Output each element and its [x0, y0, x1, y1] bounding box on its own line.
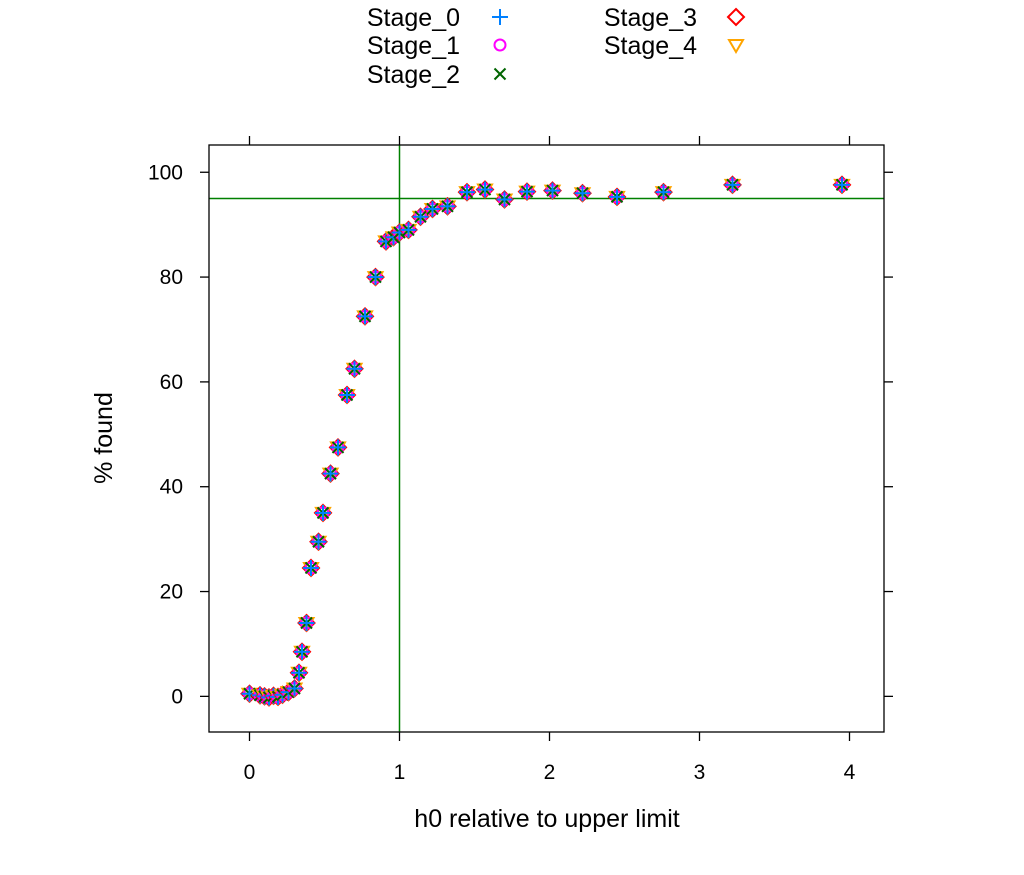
y-tick-label: 0	[171, 685, 183, 708]
data-point-stage-0	[412, 208, 429, 225]
data-point-stage-0	[574, 185, 591, 202]
legend-label-stage-4: Stage_4	[604, 32, 697, 60]
x-axis-label: h0 relative to upper limit	[414, 805, 679, 833]
data-point-stage-0	[834, 176, 850, 193]
legend-symbol	[492, 9, 508, 25]
reference-lines	[209, 145, 884, 732]
data-point-stage-0	[298, 614, 315, 631]
y-tick-label: 60	[160, 371, 183, 394]
legend-label-stage-3: Stage_3	[604, 4, 697, 32]
data-point-stage-0	[544, 182, 561, 199]
data-point-stage-0	[459, 184, 475, 201]
legend-label-stage-0: Stage_0	[367, 4, 460, 32]
data-point-stage-0	[286, 680, 303, 697]
legend-symbol	[493, 67, 507, 81]
data-point-stage-0	[609, 188, 625, 205]
y-tick-label: 40	[160, 476, 183, 499]
legend: Stage_0 Stage_1 Stage_2 Stage_3 Stage_4	[367, 4, 746, 89]
y-tick-label: 80	[160, 266, 183, 289]
y-axis-label: % found	[90, 392, 118, 484]
legend-symbol	[727, 39, 745, 54]
data-point-stage-0	[655, 184, 672, 201]
plot-frame	[208, 144, 885, 733]
data-point-stage-0	[724, 176, 741, 193]
data-point-stage-0	[315, 504, 331, 521]
data-point-stage-0	[439, 198, 456, 215]
data-point-stage-0	[357, 308, 373, 325]
legend-symbol	[726, 7, 746, 27]
y-tick-label: 100	[148, 161, 183, 184]
data-point-stage-0	[294, 643, 310, 660]
legend-marker-stage-2	[493, 67, 507, 81]
legend-marker-stage-4	[727, 39, 745, 54]
data-point-stage-0	[310, 533, 327, 550]
legend-symbol	[493, 38, 507, 52]
data-point-stage-0	[519, 183, 535, 200]
data-point-stage-0	[367, 269, 384, 286]
data-point-stage-0	[496, 191, 513, 208]
legend-label-stage-1: Stage_1	[367, 32, 460, 60]
x-tick-label: 3	[694, 761, 706, 784]
x-tick-label: 2	[544, 761, 556, 784]
data-point-stage-0	[330, 439, 346, 456]
data-point-stage-0	[339, 386, 355, 403]
data-point-stage-0	[400, 221, 417, 238]
data-point-stage-0	[303, 559, 319, 576]
data-point-stage-0	[346, 360, 363, 377]
data-points	[240, 175, 852, 707]
legend-marker-stage-0	[492, 9, 508, 25]
x-tick-label: 4	[844, 761, 856, 784]
legend-marker-stage-3	[726, 7, 746, 27]
data-point-stage-0	[477, 181, 493, 198]
legend-marker-stage-1	[493, 38, 507, 52]
legend-label-stage-2: Stage_2	[367, 61, 460, 89]
x-tick-label: 0	[244, 761, 256, 784]
data-point-stage-0	[424, 200, 441, 217]
data-point-stage-0	[322, 465, 339, 482]
y-tick-label: 20	[160, 581, 183, 604]
data-point-stage-0	[291, 664, 307, 681]
x-tick-label: 1	[394, 761, 406, 784]
